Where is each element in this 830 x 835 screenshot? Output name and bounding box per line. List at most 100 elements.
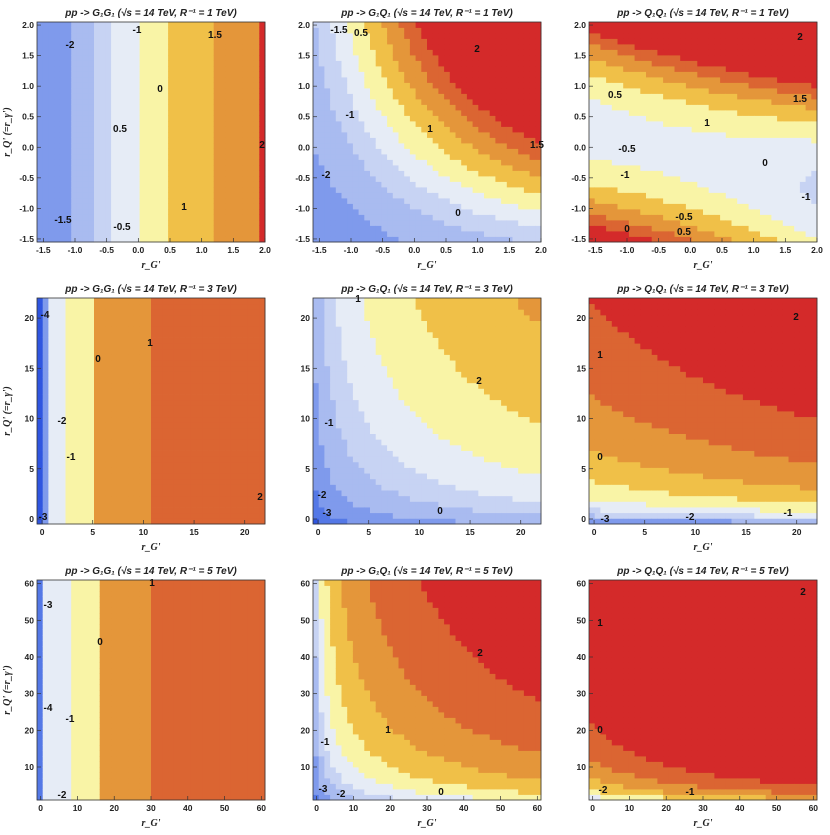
contour-cell [59,71,66,78]
contour-cell [173,93,180,100]
contour-cell [489,77,496,83]
contour-cell [438,192,445,199]
contour-cell [646,165,653,171]
contour-cell [219,55,226,61]
contour-cell [782,55,789,61]
contour-cell [495,38,502,45]
contour-cell [364,49,371,56]
contour-cell [449,99,456,105]
contour-cell [156,121,163,127]
contour-cell [76,170,83,177]
contour-cell [364,225,371,232]
contour-label: -1 [621,170,630,181]
contour-cell [225,110,232,116]
contour-cell [606,126,613,133]
contour-cell [731,198,738,204]
contour-cell [455,203,462,210]
contour-cell [680,121,687,127]
contour-cell [720,203,727,210]
contour-cell [404,159,411,166]
contour-cell [640,203,647,210]
contour-cell [335,77,342,83]
contour-cell [495,82,502,89]
contour-cell [737,44,744,50]
contour-cell [404,93,411,100]
contour-cell [668,121,675,127]
contour-cell [794,55,801,61]
contour-cell [484,60,491,67]
contour-cell [680,44,687,50]
contour-cell [370,33,377,39]
contour-cell [427,159,434,166]
contour-cell [640,187,647,193]
contour-cell [725,121,732,127]
contour-cell [59,121,66,127]
contour-cell [341,181,348,188]
contour-cell [99,159,106,166]
contour-cell [111,66,118,72]
contour-cell [805,231,812,237]
contour-cell [128,104,135,111]
contour-cell [680,55,687,61]
contour-cell [409,203,416,210]
contour-cell [236,66,243,72]
contour-cell [737,170,744,177]
contour-cell [105,44,112,50]
contour-cell [478,126,485,133]
contour-cell [111,209,118,215]
y-tick-label: -1.0 [19,203,34,213]
contour-cell [438,44,445,50]
contour-cell [782,110,789,116]
contour-cell [518,198,525,204]
contour-cell [438,115,445,122]
contour-cell [347,77,354,83]
contour-cell [725,154,732,160]
contour-cell [811,60,818,67]
contour-cell [523,121,530,127]
contour-cell [794,137,801,144]
contour-cell [663,137,670,144]
contour-cell [478,104,485,111]
contour-cell [76,104,83,111]
x-tick-label: 1.5 [227,245,239,255]
contour-cell [799,220,806,226]
contour-cell [162,137,169,144]
contour-cell [94,88,101,94]
contour-cell [589,38,596,45]
contour-cell [324,71,331,78]
contour-cell [771,148,778,155]
contour-cell [88,220,95,226]
contour-cell [529,115,536,122]
contour-cell [455,27,462,34]
contour-cell [151,176,158,182]
contour-cell [139,231,146,237]
contour-cell [529,38,536,45]
contour-cell [438,214,445,221]
contour-cell [731,220,738,226]
contour-cell [811,71,818,78]
contour-cell [37,343,44,350]
contour-cell [173,132,180,138]
contour-cell [788,49,795,56]
contour-cell [381,71,388,78]
contour-cell [111,181,118,188]
contour-cell [617,143,624,149]
contour-cell [341,55,348,61]
contour-cell [42,165,49,171]
contour-cell [606,49,613,56]
contour-cell [703,165,710,171]
contour-cell [432,203,439,210]
contour-cell [341,82,348,89]
contour-cell [65,99,72,105]
contour-cell [623,209,630,215]
contour-cell [111,187,118,193]
contour-cell [37,326,44,333]
contour-cell [392,99,399,105]
contour-cell [54,66,61,72]
contour-cell [116,126,123,133]
contour-cell [799,27,806,34]
contour-cell [640,176,647,182]
contour-cell [646,209,653,215]
contour-cell [674,93,681,100]
contour-cell [731,66,738,72]
